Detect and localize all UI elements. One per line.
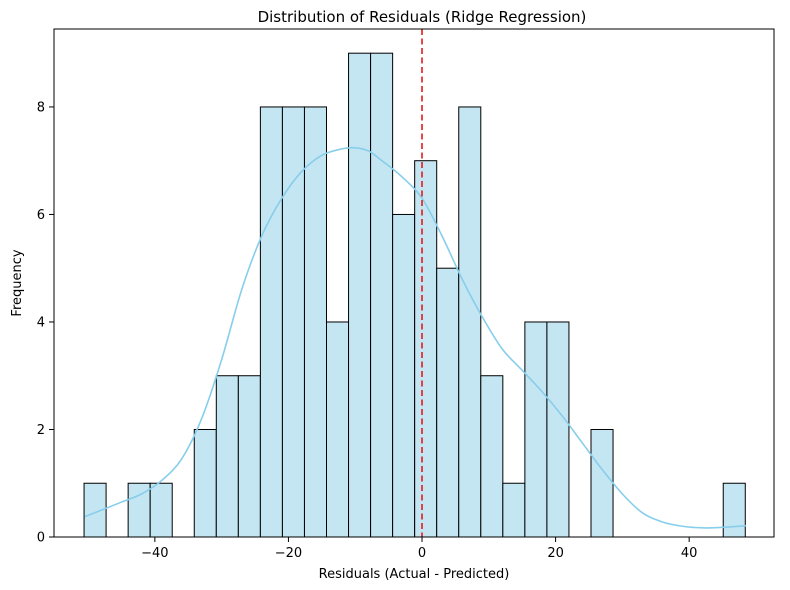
histogram-bar bbox=[237, 375, 261, 538]
histogram-bar bbox=[259, 106, 283, 538]
histogram-bar bbox=[326, 321, 350, 538]
y-tick-label: 2 bbox=[37, 423, 45, 438]
x-axis-ticks: −40 −20 0 20 40 bbox=[141, 537, 697, 561]
histogram-bar bbox=[303, 106, 328, 538]
kde-curve bbox=[84, 146, 747, 529]
histogram-bar bbox=[149, 482, 173, 538]
histogram-bar bbox=[546, 321, 570, 538]
x-tick-label: −20 bbox=[275, 546, 302, 561]
y-tick-label: 0 bbox=[37, 531, 45, 546]
histogram-bar bbox=[193, 428, 217, 538]
histogram-bar bbox=[392, 213, 416, 538]
x-axis-label: Residuals (Actual - Predicted) bbox=[319, 567, 510, 582]
chart-title: Distribution of Residuals (Ridge Regress… bbox=[258, 8, 587, 26]
y-tick-label: 4 bbox=[37, 315, 45, 330]
histogram-bars bbox=[83, 52, 746, 538]
y-tick-label: 8 bbox=[37, 100, 45, 115]
y-axis-label: Frequency bbox=[10, 249, 25, 316]
histogram-bar bbox=[590, 428, 614, 538]
histogram-bar bbox=[480, 375, 504, 538]
histogram-bar bbox=[215, 375, 239, 538]
histogram-bar bbox=[722, 482, 746, 538]
x-tick-label: −40 bbox=[141, 546, 168, 561]
x-tick-label: 20 bbox=[547, 546, 564, 561]
histogram-bar bbox=[502, 482, 526, 538]
plot-area-frame bbox=[53, 28, 775, 538]
histogram-bar bbox=[458, 106, 482, 538]
histogram-bar bbox=[348, 52, 372, 538]
y-tick-label: 6 bbox=[37, 208, 45, 223]
y-axis-ticks: 0 2 4 6 8 bbox=[37, 100, 54, 546]
histogram-bar bbox=[370, 52, 394, 538]
x-tick-label: 0 bbox=[418, 546, 426, 561]
histogram-bar bbox=[436, 267, 460, 538]
x-tick-label: 40 bbox=[681, 546, 698, 561]
histogram-bar bbox=[524, 321, 548, 538]
